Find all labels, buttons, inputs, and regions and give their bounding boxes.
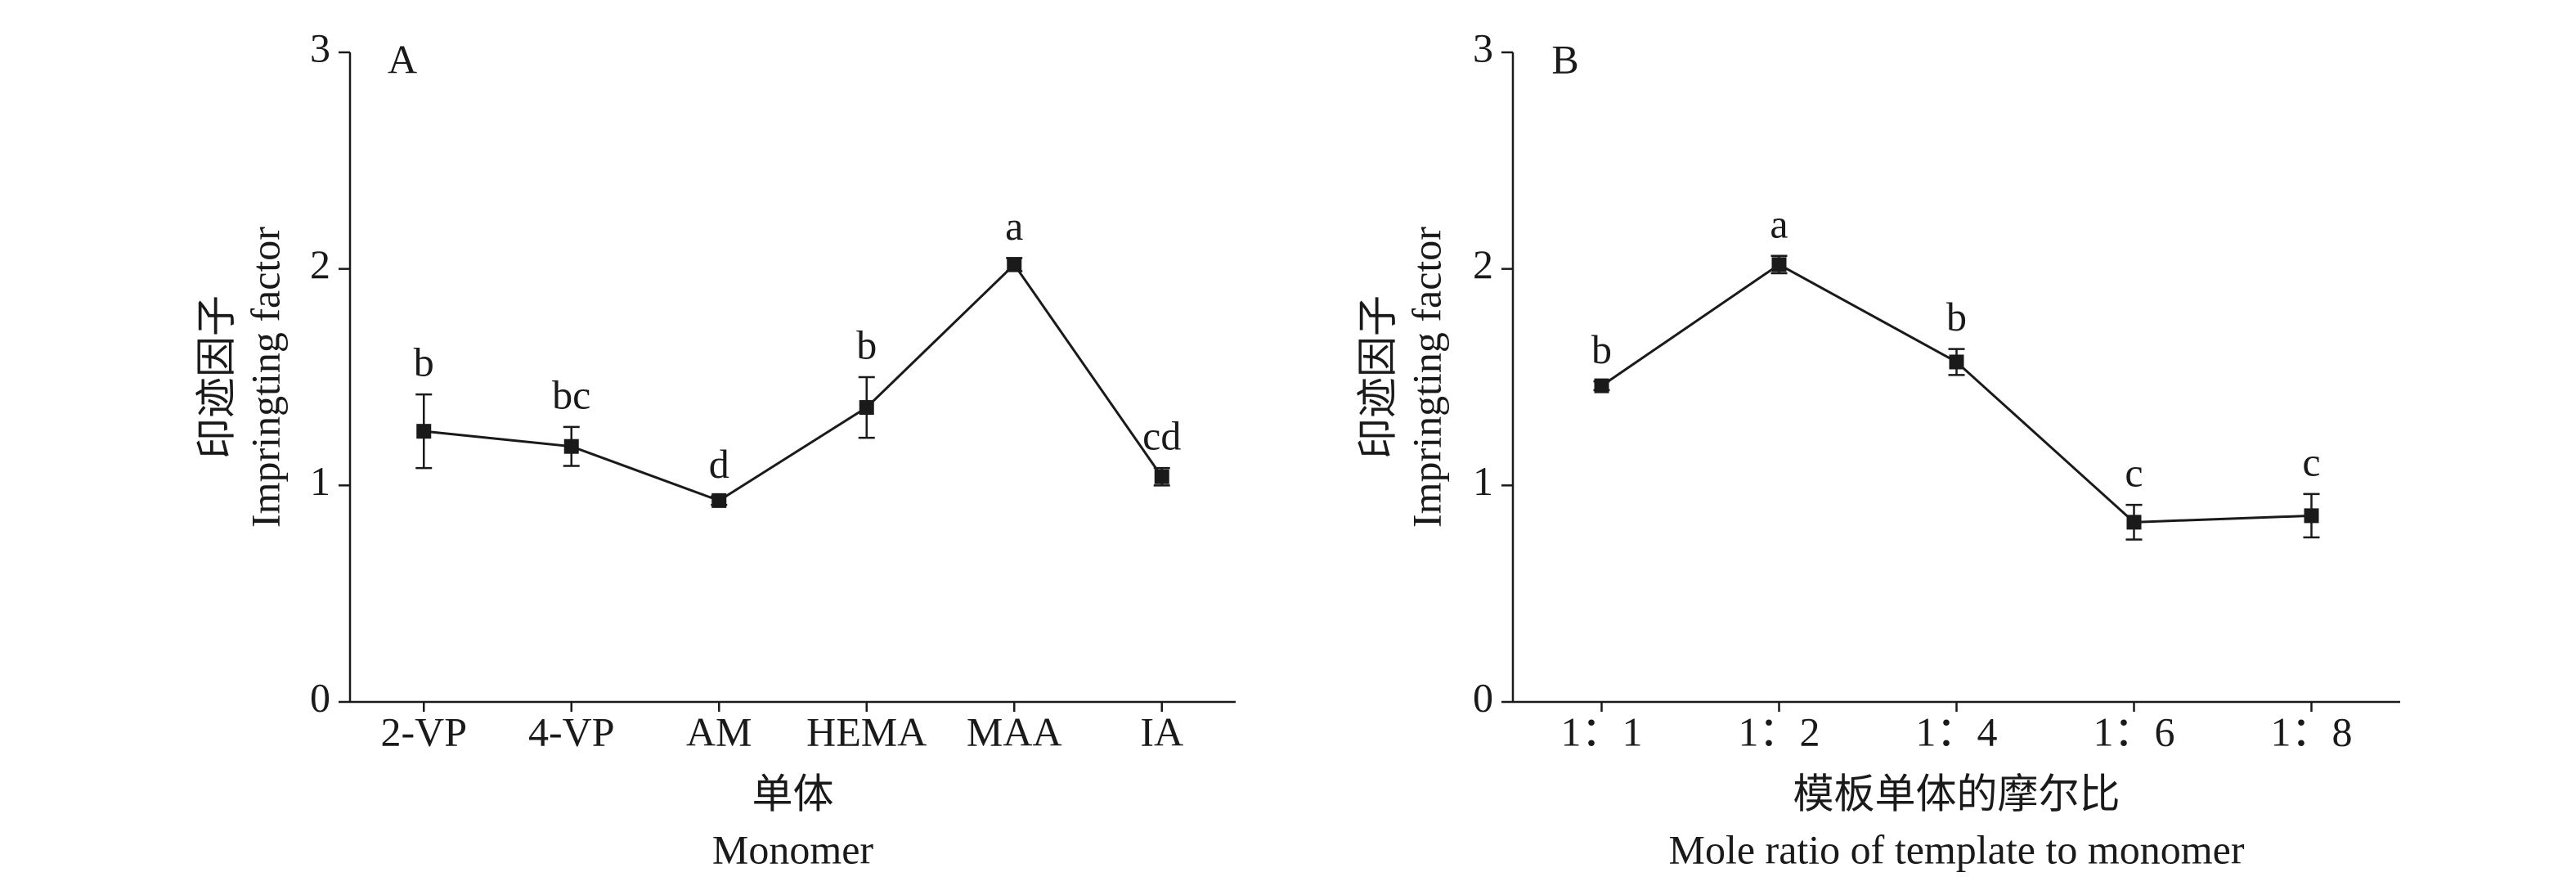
x-axis-title: 单体: [752, 771, 834, 816]
significance-label: b: [1946, 294, 1967, 340]
significance-label: a: [1005, 203, 1023, 249]
y-tick-label: 0: [310, 674, 330, 720]
x-tick-label: 1：4: [1916, 708, 1998, 754]
marker: [1007, 257, 1022, 272]
significance-label: cd: [1142, 413, 1181, 459]
y-tick-label: 1: [1473, 458, 1493, 504]
significance-label: b: [1591, 326, 1612, 372]
marker: [2304, 508, 2319, 524]
y-axis-title: 印迹因子: [193, 295, 239, 459]
y-tick-label: 2: [310, 241, 330, 287]
panel-label: B: [1551, 36, 1578, 82]
x-axis-title: 模板单体的摩尔比: [1793, 771, 2120, 816]
marker: [859, 400, 874, 416]
significance-label: a: [1770, 200, 1788, 246]
marker: [711, 492, 727, 508]
y-axis-title: Impringting factor: [242, 227, 288, 528]
significance-label: c: [2125, 450, 2143, 496]
x-tick-label: 1：2: [1739, 708, 1820, 754]
panel-label: A: [388, 36, 417, 82]
x-tick-label: AM: [686, 708, 752, 754]
y-tick-label: 2: [1473, 241, 1493, 287]
x-tick-label: IA: [1140, 708, 1183, 754]
x-axis-title: Mole ratio of template to monomer: [1669, 826, 2245, 872]
marker: [1771, 257, 1787, 272]
x-axis-title: Monomer: [712, 826, 874, 872]
x-tick-label: MAA: [967, 708, 1062, 754]
marker: [1949, 354, 1964, 370]
significance-label: d: [709, 441, 729, 487]
significance-label: b: [414, 340, 434, 385]
x-tick-label: 1：6: [2094, 708, 2175, 754]
y-tick-label: 0: [1473, 674, 1493, 720]
y-tick-label: 1: [310, 458, 330, 504]
x-tick-label: 2-VP: [380, 708, 467, 754]
y-tick-label: 3: [310, 25, 330, 70]
y-axis-title: 印迹因子: [1354, 295, 1400, 459]
marker: [1594, 378, 1609, 394]
y-tick-label: 3: [1473, 25, 1493, 70]
marker: [2126, 515, 2142, 530]
significance-label: b: [856, 322, 877, 367]
marker: [1154, 469, 1169, 484]
y-axis-title: Impringting factor: [1403, 227, 1449, 528]
x-tick-label: 1：8: [2271, 708, 2353, 754]
significance-label: bc: [552, 371, 590, 417]
data-line: [424, 263, 1163, 502]
marker: [416, 424, 432, 439]
x-tick-label: HEMA: [806, 708, 927, 754]
x-tick-label: 4-VP: [528, 708, 615, 754]
significance-label: c: [2302, 439, 2320, 484]
x-tick-label: 1：1: [1561, 708, 1643, 754]
marker: [563, 439, 579, 454]
